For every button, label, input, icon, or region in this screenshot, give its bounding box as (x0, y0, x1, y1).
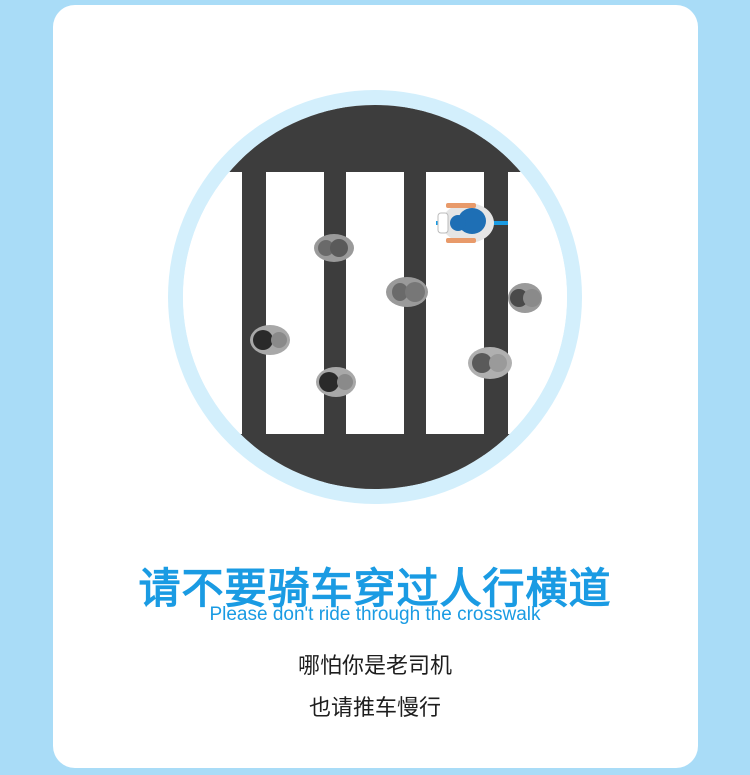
title-chinese: 请不要骑车穿过人行横道 (138, 564, 612, 613)
pedestrian-4 (250, 325, 290, 355)
pedestrian-2 (386, 277, 428, 307)
cyclist (436, 203, 508, 243)
pedestrian-6 (468, 347, 512, 379)
road-gap-1 (324, 105, 346, 489)
title-english: Please don't ride through the crosswalk (209, 604, 541, 625)
pedestrian-1 (314, 234, 354, 262)
subtitle-line-2: 也请推车慢行 (308, 696, 441, 721)
pedestrian-3 (508, 283, 542, 313)
crosswalk-illustration (168, 90, 582, 504)
inner-disc (183, 105, 567, 489)
pedestrian-5 (316, 367, 356, 397)
road-left (242, 105, 266, 489)
subtitle-line-1: 哪怕你是老司机 (297, 654, 452, 679)
road-gap-3 (484, 105, 508, 489)
